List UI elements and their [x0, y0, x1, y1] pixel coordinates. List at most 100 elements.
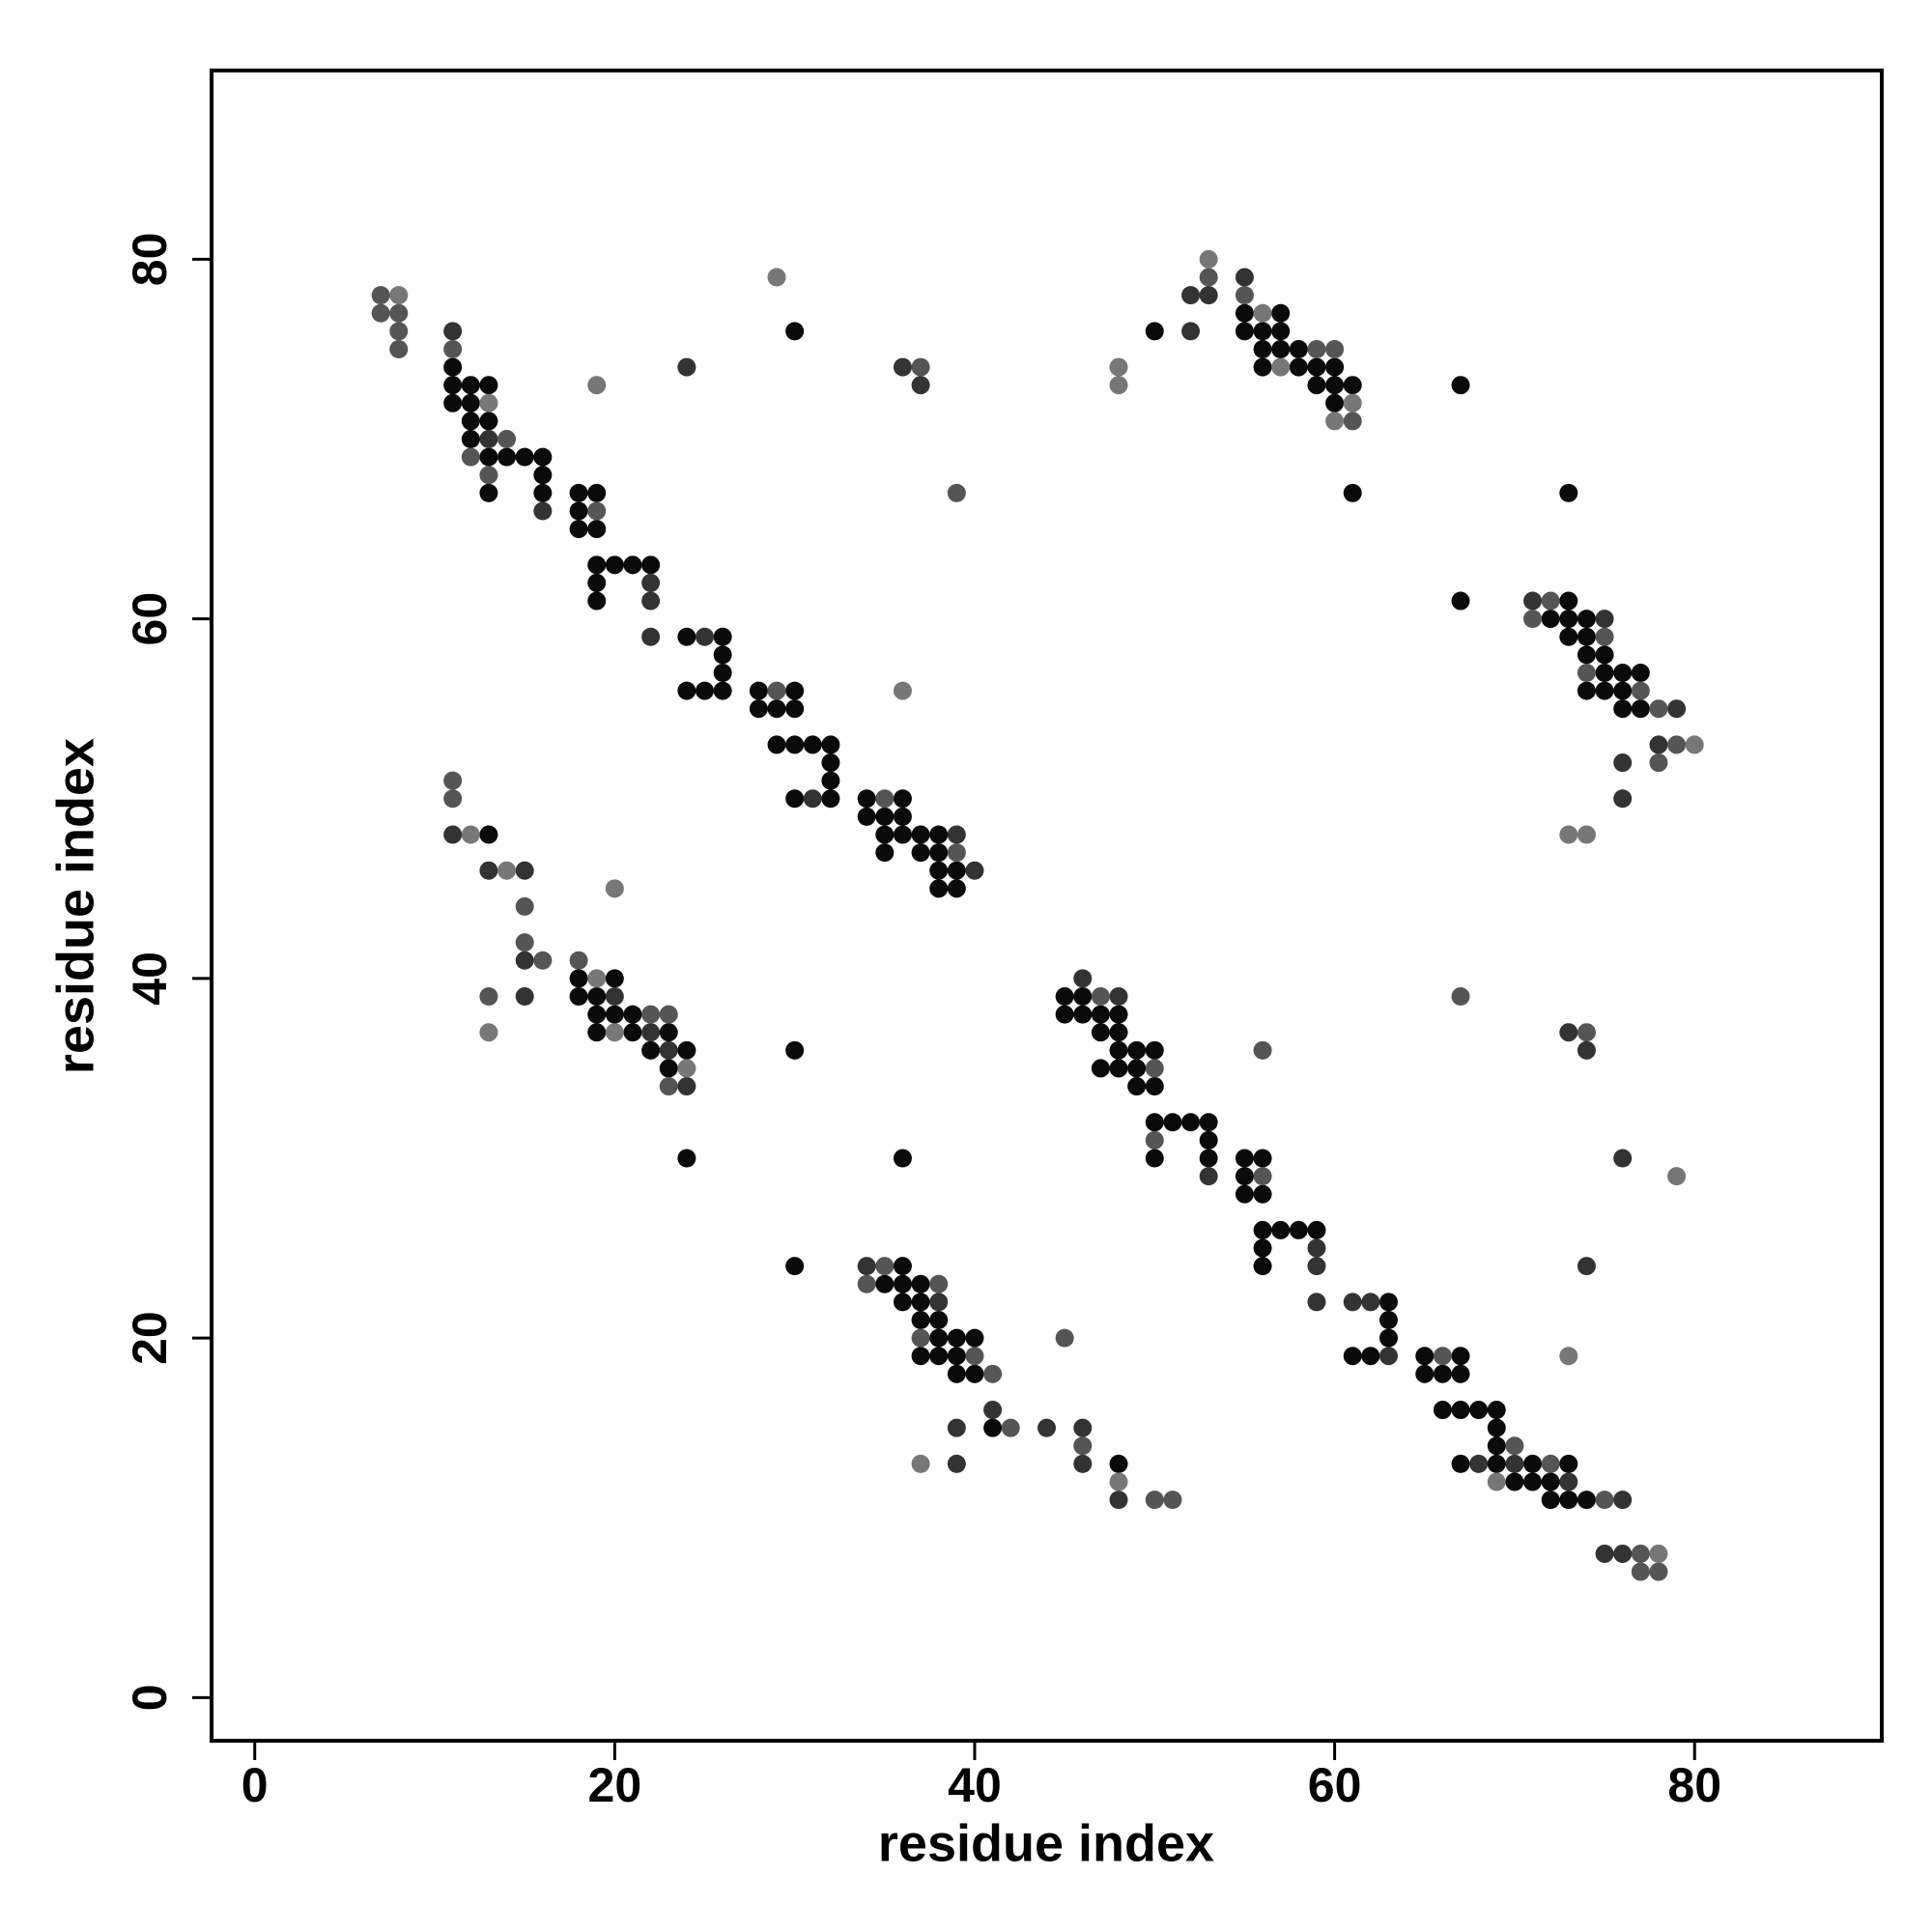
point: [1595, 681, 1614, 700]
point: [1595, 610, 1614, 629]
point: [1541, 1491, 1560, 1510]
point: [497, 861, 517, 880]
point: [911, 1347, 930, 1366]
point: [965, 1347, 984, 1366]
point: [1595, 1544, 1614, 1563]
point: [587, 501, 607, 521]
point: [875, 807, 895, 826]
point: [947, 1347, 966, 1366]
point: [515, 447, 534, 467]
point: [479, 483, 498, 502]
point: [947, 825, 966, 844]
point: [767, 699, 786, 719]
point: [785, 322, 805, 341]
point: [1487, 1418, 1506, 1437]
point: [443, 357, 463, 377]
point: [983, 1401, 1003, 1420]
point: [1145, 1077, 1164, 1096]
point: [677, 1040, 696, 1060]
point: [893, 807, 912, 826]
point: [1631, 663, 1650, 682]
point: [1577, 627, 1596, 646]
point: [1235, 1149, 1254, 1168]
point: [659, 1005, 678, 1024]
point: [785, 735, 805, 754]
point: [965, 1328, 984, 1348]
point: [1181, 286, 1201, 305]
point: [1613, 663, 1633, 682]
point: [911, 1454, 930, 1473]
point: [1145, 1130, 1164, 1150]
point: [1109, 1005, 1128, 1024]
point: [947, 843, 966, 863]
point: [587, 591, 607, 611]
point: [1055, 986, 1074, 1006]
point: [1073, 969, 1093, 988]
point: [371, 303, 390, 323]
point: [1469, 1401, 1489, 1420]
point: [875, 843, 895, 863]
point: [911, 843, 930, 863]
point: [587, 483, 607, 502]
point: [479, 447, 498, 467]
point: [1307, 339, 1326, 358]
point: [1523, 591, 1543, 611]
x-tick-label: 80: [1667, 1758, 1721, 1812]
point: [677, 1077, 696, 1096]
point: [1073, 1436, 1093, 1456]
point: [1415, 1347, 1435, 1366]
point: [1253, 1257, 1272, 1276]
point: [1343, 393, 1362, 412]
point: [1253, 322, 1272, 341]
point: [911, 357, 930, 377]
point: [857, 1274, 876, 1293]
point: [1001, 1418, 1020, 1437]
point: [929, 843, 949, 863]
point: [1649, 1544, 1668, 1563]
point: [1378, 1310, 1398, 1329]
point: [515, 896, 534, 916]
point: [1505, 1472, 1524, 1492]
point: [443, 376, 463, 395]
point: [443, 339, 463, 358]
point: [1469, 1454, 1489, 1473]
point: [1325, 412, 1345, 431]
point: [1055, 1005, 1074, 1024]
point: [1577, 1257, 1596, 1276]
point: [1613, 681, 1633, 700]
point: [1145, 1040, 1164, 1060]
point: [893, 789, 912, 809]
point: [587, 969, 607, 988]
point: [1361, 1293, 1380, 1312]
point: [1325, 393, 1345, 412]
point: [479, 430, 498, 449]
point: [461, 447, 480, 467]
point: [623, 555, 642, 575]
point: [1378, 1293, 1398, 1312]
point: [569, 951, 588, 970]
point: [443, 825, 463, 844]
point: [1199, 268, 1218, 287]
point: [1073, 1005, 1093, 1024]
point: [677, 1149, 696, 1168]
point: [929, 1328, 949, 1348]
point: [1559, 627, 1578, 646]
point: [1577, 1491, 1596, 1510]
point: [1541, 610, 1560, 629]
point: [1631, 1562, 1650, 1581]
point: [1055, 1328, 1074, 1348]
x-tick-label: 0: [242, 1758, 269, 1812]
point: [1289, 339, 1308, 358]
point: [929, 1310, 949, 1329]
point: [1181, 322, 1201, 341]
point: [1649, 753, 1668, 773]
point: [587, 986, 607, 1006]
point: [803, 735, 822, 754]
point: [479, 825, 498, 844]
point: [1199, 1167, 1218, 1186]
y-tick-label: 0: [123, 1684, 177, 1711]
point: [1595, 1491, 1614, 1510]
point: [1109, 986, 1128, 1006]
point: [1378, 1328, 1398, 1348]
